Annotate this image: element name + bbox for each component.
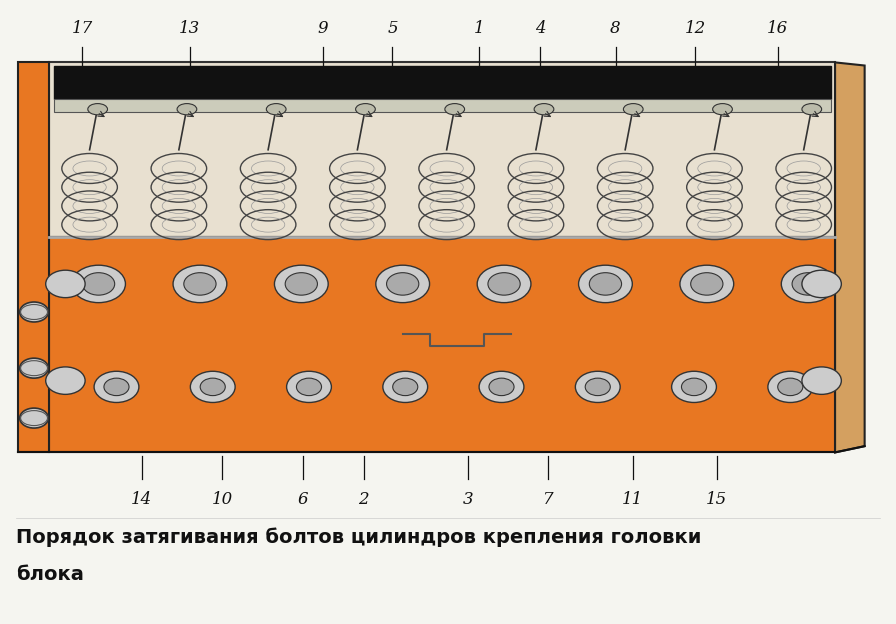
Ellipse shape — [88, 104, 108, 115]
Circle shape — [297, 378, 322, 396]
Circle shape — [802, 367, 841, 394]
Circle shape — [585, 378, 610, 396]
Circle shape — [479, 371, 524, 402]
Circle shape — [680, 265, 734, 303]
Circle shape — [20, 302, 48, 322]
Circle shape — [386, 273, 418, 295]
Circle shape — [590, 273, 622, 295]
Polygon shape — [54, 99, 831, 112]
Text: 13: 13 — [179, 19, 201, 37]
Circle shape — [20, 358, 48, 378]
Circle shape — [285, 273, 317, 295]
Text: 17: 17 — [72, 19, 93, 37]
Text: блока: блока — [16, 565, 84, 583]
Ellipse shape — [534, 104, 554, 115]
Ellipse shape — [356, 104, 375, 115]
Text: 2: 2 — [358, 490, 369, 508]
Polygon shape — [49, 62, 835, 237]
Circle shape — [46, 367, 85, 394]
Polygon shape — [18, 62, 49, 452]
Text: 14: 14 — [131, 490, 152, 508]
Text: 4: 4 — [535, 19, 546, 37]
Circle shape — [375, 265, 429, 303]
Circle shape — [672, 371, 717, 402]
Text: 12: 12 — [685, 19, 706, 37]
Ellipse shape — [266, 104, 286, 115]
Circle shape — [94, 371, 139, 402]
Circle shape — [478, 265, 531, 303]
Text: 16: 16 — [767, 19, 788, 37]
Circle shape — [781, 265, 835, 303]
Ellipse shape — [445, 104, 465, 115]
Text: 9: 9 — [317, 19, 328, 37]
Circle shape — [287, 371, 332, 402]
Circle shape — [46, 270, 85, 298]
Circle shape — [190, 371, 235, 402]
Ellipse shape — [802, 104, 822, 115]
Circle shape — [20, 408, 48, 428]
Text: 11: 11 — [622, 490, 643, 508]
Circle shape — [82, 273, 115, 295]
Polygon shape — [835, 62, 865, 452]
Circle shape — [579, 265, 633, 303]
Circle shape — [768, 371, 813, 402]
Text: 7: 7 — [543, 490, 554, 508]
Circle shape — [200, 378, 225, 396]
Circle shape — [392, 378, 418, 396]
Text: Порядок затягивания болтов цилиндров крепления головки: Порядок затягивания болтов цилиндров кре… — [16, 527, 702, 547]
Circle shape — [489, 378, 514, 396]
Text: 15: 15 — [706, 490, 728, 508]
Text: 3: 3 — [462, 490, 473, 508]
Text: 1: 1 — [474, 19, 485, 37]
Text: 5: 5 — [387, 19, 398, 37]
Circle shape — [72, 265, 125, 303]
Circle shape — [778, 378, 803, 396]
Ellipse shape — [712, 104, 732, 115]
Text: 6: 6 — [297, 490, 308, 508]
Circle shape — [173, 265, 227, 303]
Circle shape — [792, 273, 824, 295]
Circle shape — [682, 378, 707, 396]
Text: 8: 8 — [610, 19, 621, 37]
Circle shape — [802, 270, 841, 298]
Ellipse shape — [177, 104, 197, 115]
Circle shape — [184, 273, 216, 295]
Circle shape — [575, 371, 620, 402]
Circle shape — [104, 378, 129, 396]
Circle shape — [691, 273, 723, 295]
Circle shape — [488, 273, 521, 295]
Text: 10: 10 — [211, 490, 233, 508]
Ellipse shape — [624, 104, 643, 115]
Polygon shape — [49, 237, 835, 452]
Polygon shape — [54, 66, 831, 99]
Circle shape — [383, 371, 427, 402]
Circle shape — [274, 265, 328, 303]
